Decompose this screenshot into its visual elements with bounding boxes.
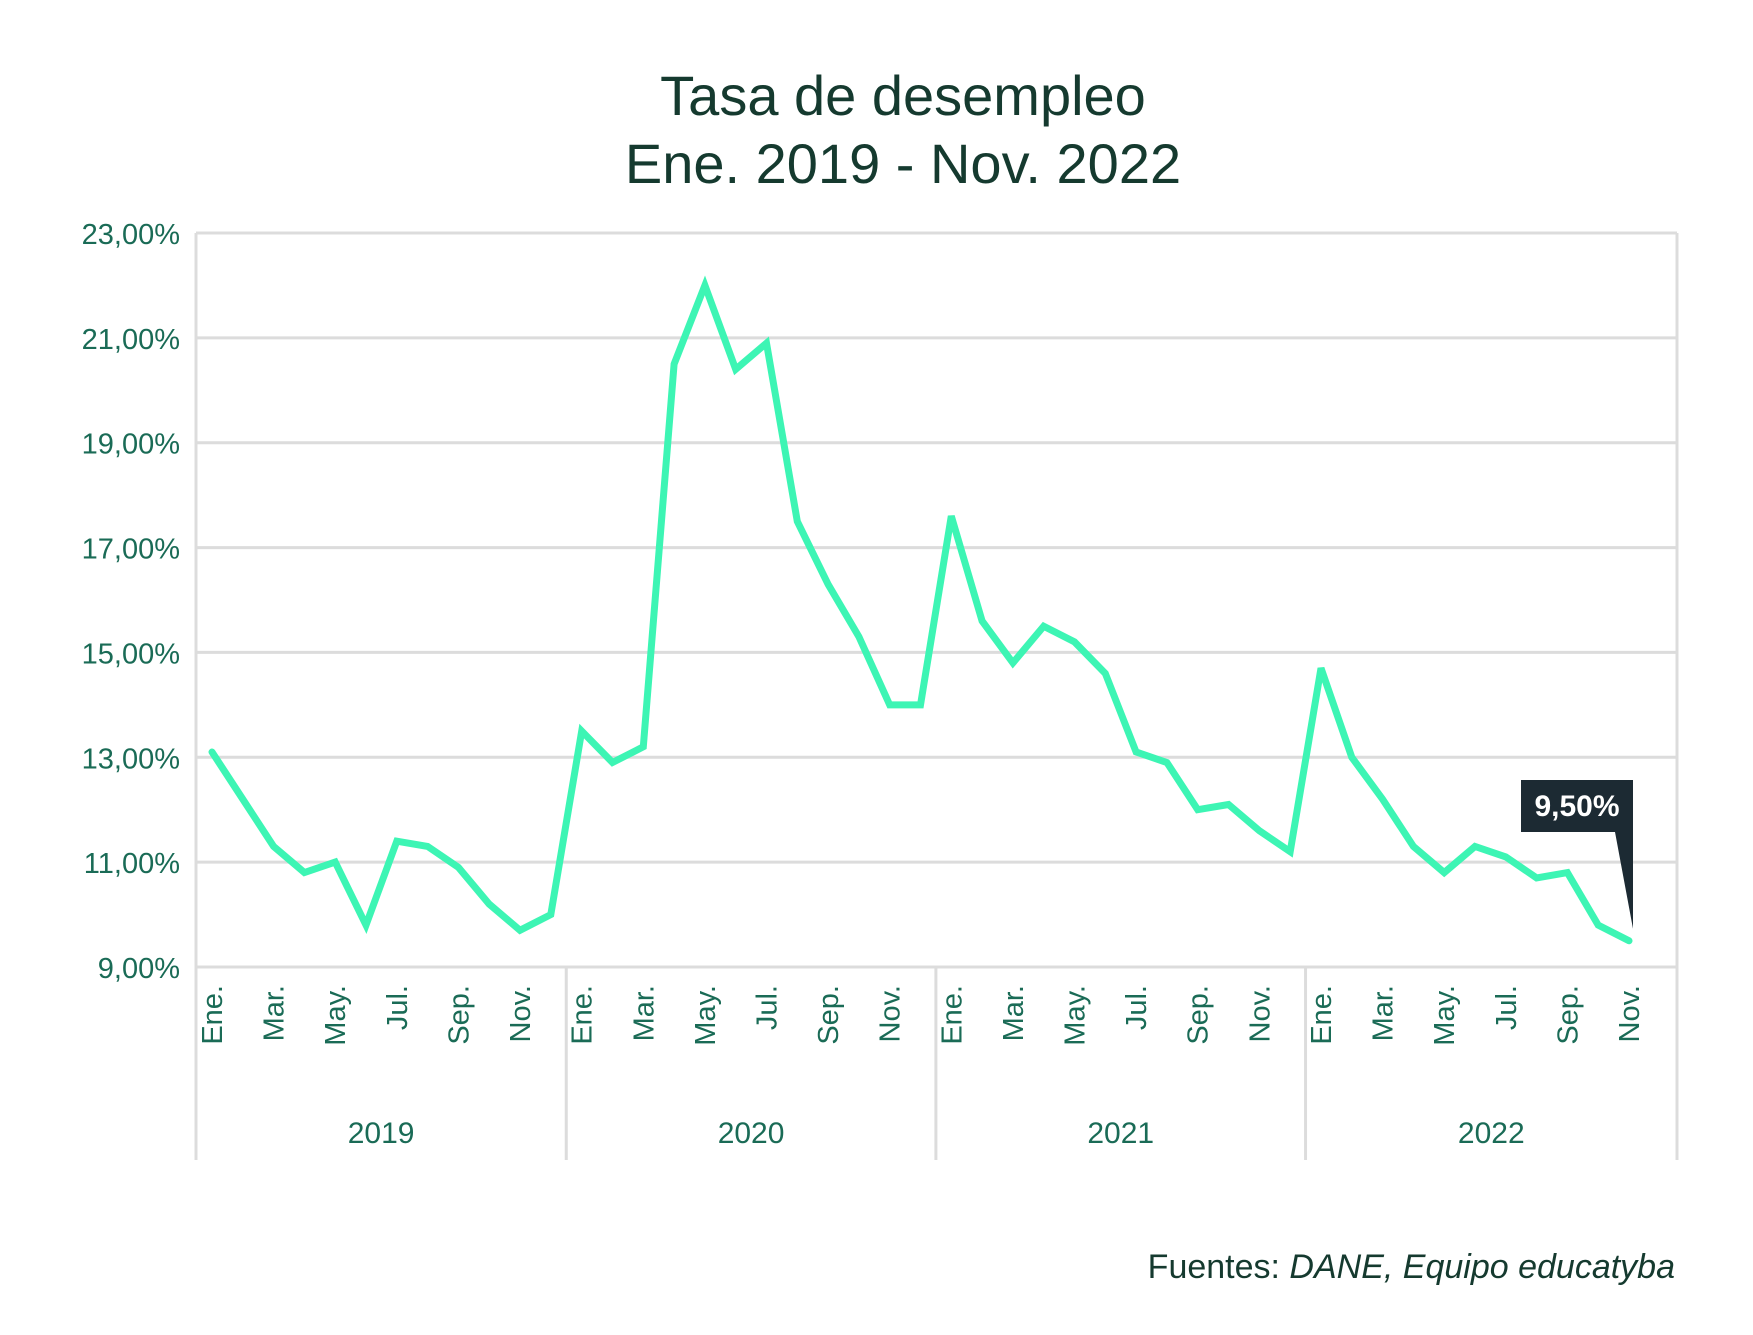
x-month-label: May. xyxy=(1060,985,1092,1046)
x-axis-frame xyxy=(194,233,1679,1160)
y-tick-label: 21,00% xyxy=(82,324,180,356)
x-month-label: Ene. xyxy=(936,985,968,1045)
x-month-label: Nov. xyxy=(505,985,537,1042)
y-tick-label: 19,00% xyxy=(82,429,180,461)
x-month-label: Mar. xyxy=(628,985,660,1041)
x-month-label: Ene. xyxy=(197,985,229,1045)
x-month-label: May. xyxy=(320,985,352,1046)
x-year-label: 2021 xyxy=(1087,1117,1154,1150)
source-prefix: Fuentes: xyxy=(1147,1248,1290,1286)
x-month-label: Nov. xyxy=(1614,985,1646,1042)
chart-title: Tasa de desempleo Ene. 2019 - Nov. 2022 xyxy=(0,62,1753,198)
unemployment-rate-line xyxy=(208,275,1633,945)
x-month-label: Ene. xyxy=(567,985,599,1045)
x-month-label: Nov. xyxy=(875,985,907,1042)
source-names: DANE, Equipo educatyba xyxy=(1289,1248,1675,1286)
x-month-label: Sep. xyxy=(813,985,845,1045)
x-month-label: May. xyxy=(690,985,722,1046)
x-month-label: Jul. xyxy=(1121,985,1153,1030)
y-tick-label: 15,00% xyxy=(82,638,180,670)
callout-label: 9,50% xyxy=(1534,790,1619,823)
x-month-label: Mar. xyxy=(1368,985,1400,1041)
y-tick-label: 23,00% xyxy=(82,219,180,251)
x-month-label: May. xyxy=(1429,985,1461,1046)
series-line-group xyxy=(208,275,1633,945)
x-year-label: 2022 xyxy=(1458,1117,1525,1150)
x-year-label: 2019 xyxy=(348,1117,415,1150)
y-tick-label: 17,00% xyxy=(82,534,180,566)
y-axis-labels: 23,00% 21,00% 19,00% 17,00% 15,00% 13,00% 11,0… xyxy=(82,219,180,985)
chart-title-line1: Tasa de desempleo xyxy=(660,64,1146,127)
x-month-label: Ene. xyxy=(1306,985,1338,1045)
callout-box xyxy=(1521,780,1633,929)
x-month-label: Sep. xyxy=(1183,985,1215,1045)
y-tick-label: 11,00% xyxy=(84,848,180,880)
x-month-label: Jul. xyxy=(382,985,414,1030)
x-month-label: Mar. xyxy=(259,985,291,1041)
chart-subtitle: Ene. 2019 - Nov. 2022 xyxy=(624,132,1182,195)
value-callout: 9,50% xyxy=(1521,780,1633,929)
x-axis-labels: Ene. Mar. May. Jul. Sep. Nov. 2019 Ene. Mar. May.… xyxy=(197,985,1646,1150)
x-year-label: 2020 xyxy=(718,1117,785,1150)
y-tick-label: 13,00% xyxy=(82,743,180,775)
x-month-label: Mar. xyxy=(998,985,1030,1041)
x-month-label: Jul. xyxy=(751,985,783,1030)
x-month-label: Sep. xyxy=(1552,985,1584,1045)
source-note: Fuentes: DANE, Equipo educatyba xyxy=(1148,1248,1675,1287)
x-month-label: Nov. xyxy=(1244,985,1276,1042)
y-tick-label: 9,00% xyxy=(98,953,180,985)
x-month-label: Jul. xyxy=(1491,985,1523,1030)
x-month-label: Sep. xyxy=(443,985,475,1045)
